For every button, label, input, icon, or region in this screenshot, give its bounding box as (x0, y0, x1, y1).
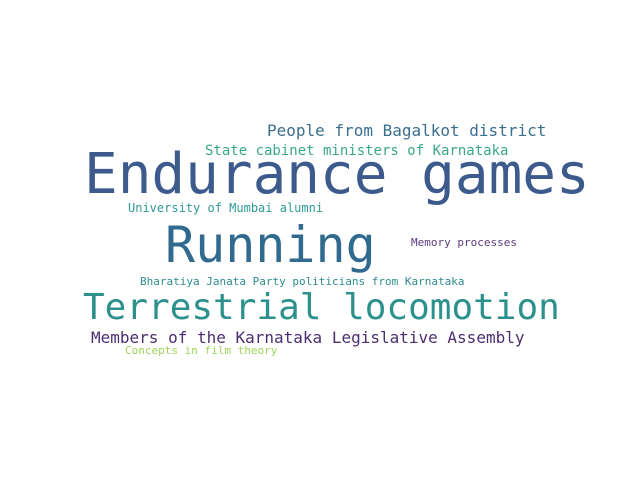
word-concepts-in-film-theory: Concepts in film theory (125, 344, 278, 357)
word-state-cabinet-ministers: State cabinet ministers of Karnataka (205, 143, 509, 159)
word-endurance-games: Endurance games (84, 142, 590, 207)
word-bjp-politicians: Bharatiya Janata Party politicians from … (140, 275, 465, 288)
word-members-karnataka-assembly: Members of the Karnataka Legislative Ass… (91, 328, 525, 347)
word-people-from-bagalkot-district: People from Bagalkot district (267, 121, 547, 140)
word-terrestrial-locomotion: Terrestrial locomotion (83, 287, 560, 328)
word-university-of-mumbai-alumni: University of Mumbai alumni (128, 201, 324, 215)
word-memory-processes: Memory processes (411, 236, 517, 249)
word-running: Running (165, 216, 376, 274)
